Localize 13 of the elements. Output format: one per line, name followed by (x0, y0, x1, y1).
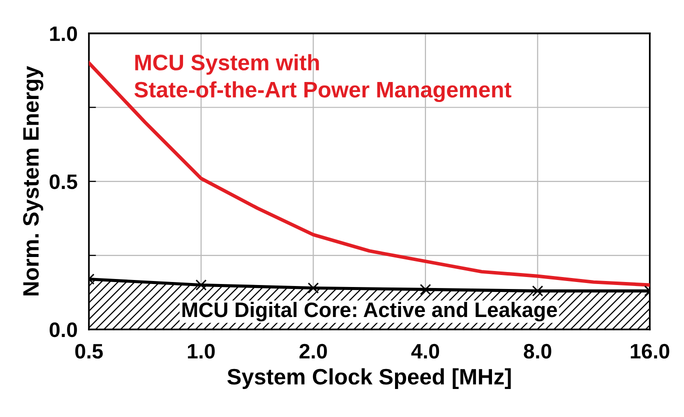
x-tick-label: 0.5 (75, 344, 103, 359)
x-tick-label: 8.0 (524, 344, 552, 359)
series-label: MCU Digital Core: Active and Leakage (182, 302, 557, 322)
x-axis-title: System Clock Speed [MHz] (227, 368, 511, 390)
x-tick-label: 1.0 (188, 344, 215, 359)
x-tick-label: 16.0 (630, 344, 670, 359)
x-tick-label: 4.0 (411, 344, 440, 359)
y-tick-label: 0.0 (50, 322, 77, 338)
series-label: MCU System with State-of-the-Art Power Management (134, 54, 512, 102)
y-tick-label: 0.5 (50, 174, 78, 190)
y-tick-label: 1.0 (50, 26, 77, 42)
y-axis-title: Norm. System Energy (23, 66, 44, 296)
x-tick-label: 2.0 (300, 344, 327, 359)
